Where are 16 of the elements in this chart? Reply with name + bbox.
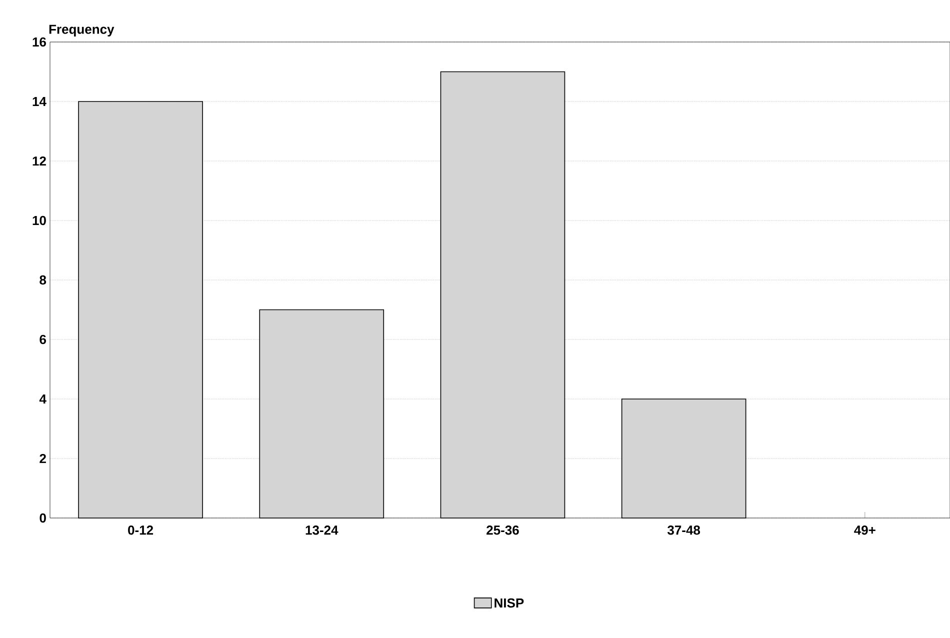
- y-tick-label: 4: [39, 394, 46, 404]
- x-tick-label: 13-24: [306, 526, 338, 535]
- x-tick-label: 0-12: [128, 526, 154, 535]
- y-tick-label: 14: [32, 97, 46, 106]
- y-axis-title: Frequency: [49, 24, 114, 36]
- x-tick-label: 37-48: [667, 526, 700, 535]
- legend-label: NISP: [494, 598, 524, 608]
- y-tick-label: 2: [40, 454, 46, 464]
- y-tick-label: 10: [32, 216, 46, 226]
- x-tick-label: 25-36: [486, 526, 519, 535]
- x-tick-label: 49+: [854, 526, 876, 535]
- y-tick-label: 0: [40, 513, 46, 523]
- y-tick-label: 16: [32, 37, 46, 47]
- y-tick-label: 12: [32, 156, 46, 166]
- y-tick-label: 6: [40, 334, 46, 344]
- y-tick-label: 8: [40, 275, 46, 285]
